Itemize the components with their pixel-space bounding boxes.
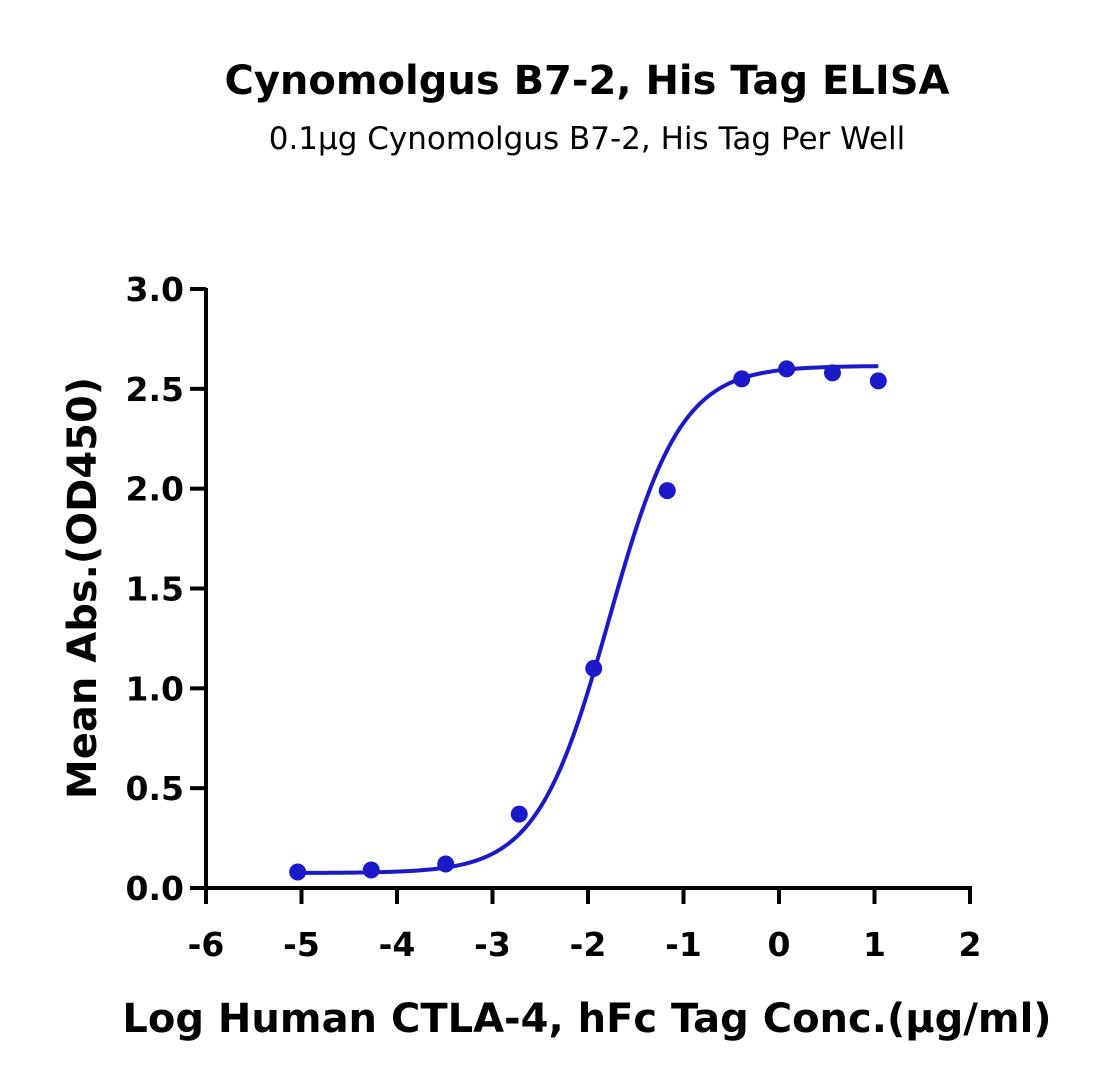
x-axis: -6 -5 -4 -3 -2 -1 0 1 2 [188,886,982,964]
fit-curve-group [297,364,879,875]
x-tick-label: -1 [665,925,702,964]
y-axis-label: Mean Abs.(OD450) [60,377,106,799]
x-tick-label: 0 [768,925,791,964]
y-axis: 0.0 0.5 1.0 1.5 2.0 2.5 3.0 [126,270,208,908]
data-point [289,863,307,881]
x-tick-label: -3 [474,925,511,964]
x-axis-label: Log Human CTLA-4, hFc Tag Conc.(μg/ml) [122,996,1051,1042]
y-tick-label: 1.5 [126,570,184,609]
data-point [585,659,603,677]
fit-curve [297,364,879,875]
data-point [658,482,676,500]
y-tick-label: 0.0 [126,869,184,908]
y-tick-label: 2.0 [126,470,184,509]
data-point [869,372,887,390]
data-point [733,370,751,388]
x-tick-label: -6 [188,925,225,964]
x-tick-label: -4 [379,925,416,964]
data-point [510,805,528,823]
y-tick-label: 2.5 [126,370,184,409]
x-tick-label: 2 [959,925,982,964]
x-tick-label: -5 [283,925,320,964]
data-point [778,360,796,378]
y-tick-label: 1.0 [126,669,184,708]
chart-subtitle: 0.1μg Cynomolgus B7-2, His Tag Per Well [269,121,906,157]
data-point [362,861,380,879]
data-point [437,855,455,873]
x-tick-label: 1 [863,925,886,964]
data-points-group [289,360,887,881]
y-tick-label: 0.5 [126,769,184,808]
data-point [823,364,841,382]
y-tick-label: 3.0 [126,270,184,309]
chart-title: Cynomolgus B7-2, His Tag ELISA [224,58,949,104]
x-tick-label: -2 [570,925,607,964]
